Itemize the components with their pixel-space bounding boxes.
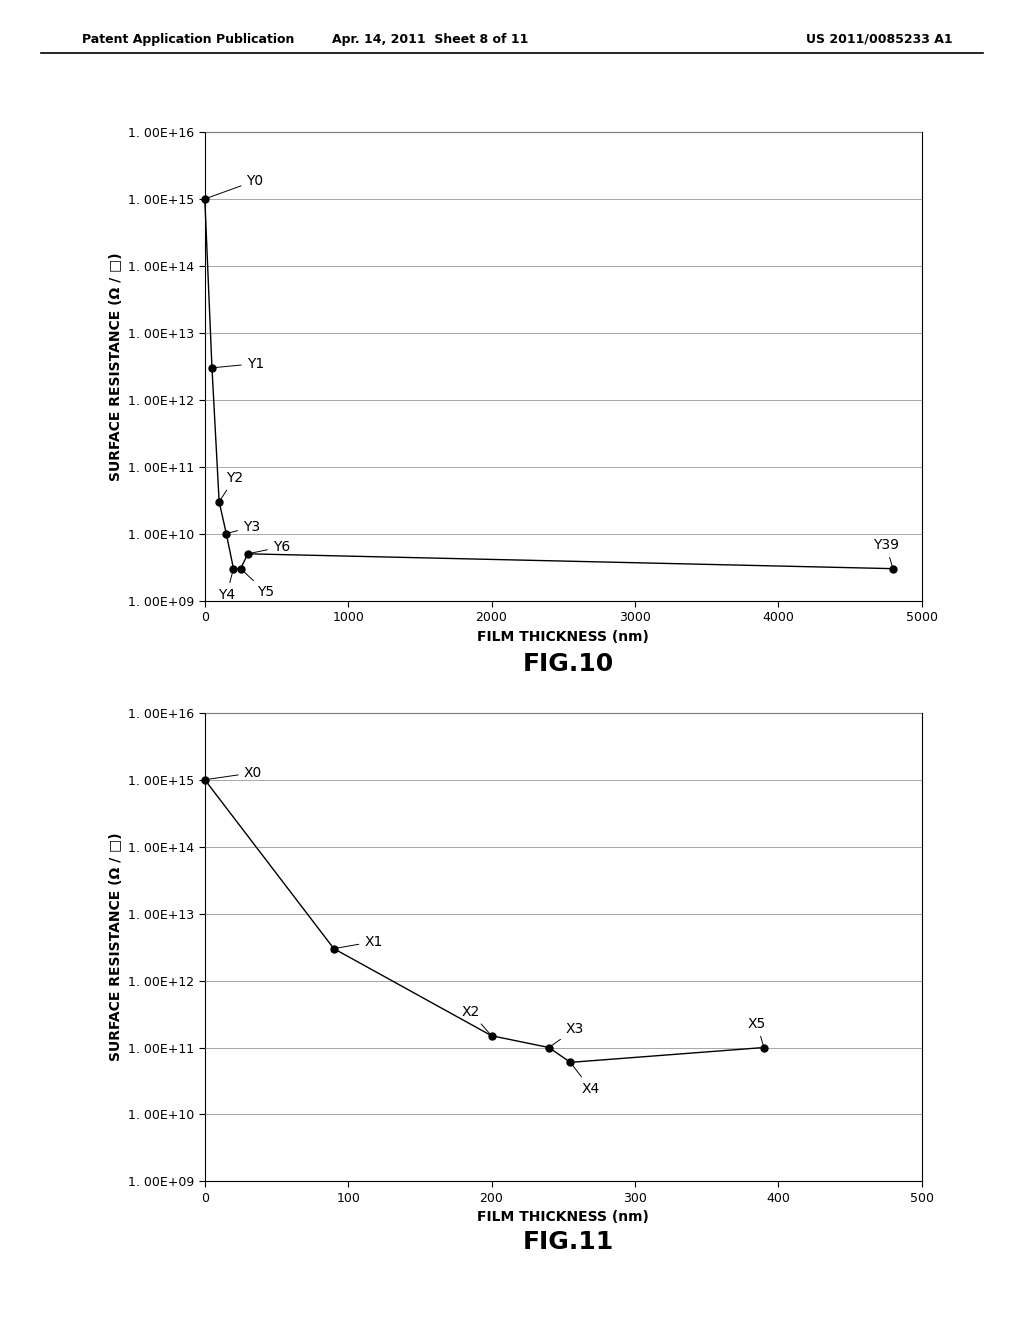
Text: FIG.10: FIG.10 (522, 652, 614, 676)
Text: Patent Application Publication: Patent Application Publication (82, 33, 294, 46)
Text: Y5: Y5 (243, 570, 274, 599)
Text: Y0: Y0 (208, 174, 263, 198)
Text: FIG.11: FIG.11 (522, 1230, 614, 1254)
Text: Y2: Y2 (220, 471, 244, 499)
Text: X0: X0 (208, 766, 262, 780)
X-axis label: FILM THICKNESS (nm): FILM THICKNESS (nm) (477, 1210, 649, 1225)
Text: Y6: Y6 (251, 540, 290, 554)
Text: Apr. 14, 2011  Sheet 8 of 11: Apr. 14, 2011 Sheet 8 of 11 (332, 33, 528, 46)
Text: X4: X4 (572, 1064, 600, 1096)
Text: Y1: Y1 (215, 356, 264, 371)
Text: Y4: Y4 (218, 572, 236, 602)
Text: US 2011/0085233 A1: US 2011/0085233 A1 (806, 33, 952, 46)
Y-axis label: SURFACE RESISTANCE (Ω / □): SURFACE RESISTANCE (Ω / □) (109, 252, 123, 480)
Y-axis label: SURFACE RESISTANCE (Ω / □): SURFACE RESISTANCE (Ω / □) (109, 833, 123, 1061)
Text: X3: X3 (551, 1023, 584, 1045)
Text: X1: X1 (337, 935, 383, 949)
Text: X5: X5 (748, 1016, 766, 1045)
Text: Y39: Y39 (873, 539, 899, 566)
Text: X2: X2 (462, 1005, 489, 1034)
X-axis label: FILM THICKNESS (nm): FILM THICKNESS (nm) (477, 630, 649, 644)
Text: Y3: Y3 (229, 520, 260, 533)
